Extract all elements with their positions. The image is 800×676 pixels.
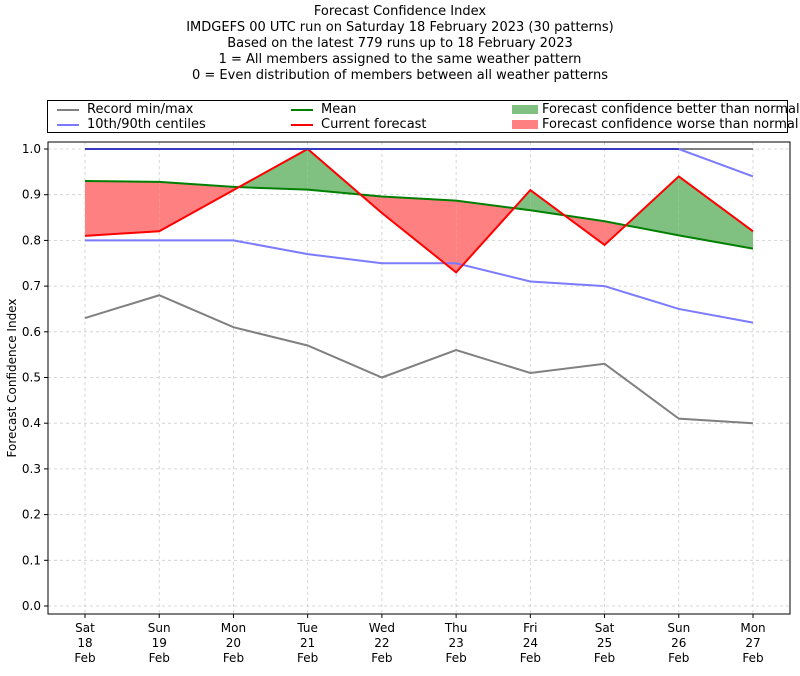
x-tick-label: 21 (300, 636, 315, 650)
x-tick-label: Feb (742, 651, 763, 665)
y-tick-label: 1.0 (22, 142, 41, 156)
chart-subtitle-one-meaning: 1 = All members assigned to the same wea… (218, 52, 582, 67)
fill-worse-than-normal (85, 180, 160, 236)
x-tick-label: 23 (448, 636, 463, 650)
chart-subtitle-zero-meaning: 0 = Even distribution of members between… (191, 68, 609, 83)
y-axis-ticks: 0.0 0.1 0.2 0.3 0.4 0.5 0.6 0.7 0.8 0.9 1.0 (22, 142, 48, 613)
y-axis-label: Forecast Confidence Index (5, 299, 19, 458)
x-tick-label: Feb (668, 651, 689, 665)
legend-label-better: Forecast confidence better than normal (542, 102, 800, 117)
legend-swatch-current (291, 123, 313, 126)
fill-better-than-normal (678, 176, 753, 249)
line-mean (84, 179, 754, 250)
chart-subtitle-run: IMDGEFS 00 UTC run on Saturday 18 Februa… (186, 20, 614, 35)
x-tick-label: 27 (745, 636, 760, 650)
line-10th-centile (85, 239, 754, 324)
x-tick-label: Feb (371, 651, 392, 665)
legend-swatch-record (57, 108, 79, 111)
y-tick-label: 0.0 (22, 599, 41, 613)
legend-swatch-better (512, 105, 538, 114)
y-tick-label: 0.8 (22, 233, 41, 247)
legend-label-current: Current forecast (321, 117, 427, 132)
legend-item-worse: Forecast confidence worse than normal (512, 117, 799, 132)
x-tick-label: Sun (667, 621, 690, 635)
x-tick-label: 25 (597, 636, 612, 650)
legend-label-centiles: 10th/90th centiles (87, 117, 206, 132)
legend-item-better: Forecast confidence better than normal (512, 102, 800, 117)
confidence-fills (85, 149, 753, 273)
legend-label-record: Record min/max (87, 102, 194, 117)
y-tick-label: 0.1 (22, 553, 41, 567)
x-tick-label: Mon (221, 621, 246, 635)
legend-item-current: Current forecast (291, 117, 427, 132)
legend-item-mean: Mean (291, 102, 356, 117)
legend-swatch-mean (291, 108, 313, 111)
x-tick-label: Mon (740, 621, 765, 635)
x-tick-label: Feb (149, 651, 170, 665)
y-tick-label: 0.4 (22, 416, 41, 430)
x-tick-label: Feb (74, 651, 95, 665)
y-tick-label: 0.9 (22, 188, 41, 202)
chart-title-block: Forecast Confidence Index IMDGEFS 00 UTC… (0, 4, 800, 84)
y-tick-label: 0.2 (22, 508, 41, 522)
legend-swatch-worse (512, 120, 538, 129)
x-tick-label: 26 (671, 636, 686, 650)
x-tick-label: 19 (152, 636, 167, 650)
y-tick-label: 0.5 (22, 371, 41, 385)
y-tick-label: 0.7 (22, 279, 41, 293)
x-tick-label: Sat (595, 621, 615, 635)
legend-label-worse: Forecast confidence worse than normal (542, 117, 799, 132)
legend-item-record: Record min/max (57, 102, 193, 117)
x-tick-label: Thu (444, 621, 468, 635)
x-tick-label: Sat (75, 621, 95, 635)
x-tick-label: Wed (369, 621, 395, 635)
legend-item-centiles: 10th/90th centiles (57, 117, 206, 132)
fill-worse-than-normal (159, 181, 234, 232)
legend-label-mean: Mean (321, 102, 357, 117)
x-tick-label: Feb (520, 651, 541, 665)
series-lines (84, 147, 754, 425)
x-tick-label: Feb (445, 651, 466, 665)
x-tick-label: 24 (523, 636, 538, 650)
line-current-forecast (84, 147, 754, 274)
x-axis-ticks: Sat18FebSun19FebMon20FebTue21FebWed22Feb… (74, 614, 766, 665)
fill-worse-than-normal (456, 200, 515, 273)
x-tick-label: 18 (77, 636, 92, 650)
line-90th-centile (85, 148, 754, 178)
x-tick-label: Tue (296, 621, 318, 635)
legend: Record min/max 10th/90th centiles Mean C… (47, 100, 800, 133)
fill-better-than-normal (625, 176, 679, 236)
y-tick-label: 0.6 (22, 325, 41, 339)
y-tick-label: 0.3 (22, 462, 41, 476)
x-tick-label: 22 (374, 636, 389, 650)
line-record-min (84, 294, 754, 425)
grid (48, 142, 790, 614)
x-tick-label: Feb (223, 651, 244, 665)
legend-swatch-centiles (57, 123, 79, 126)
x-tick-label: 20 (226, 636, 241, 650)
chart-subtitle-runs: Based on the latest 779 runs up to 18 Fe… (227, 36, 573, 51)
chart-title: Forecast Confidence Index (313, 4, 487, 19)
x-tick-label: Sun (148, 621, 171, 635)
x-tick-label: Fri (523, 621, 537, 635)
fill-worse-than-normal (381, 196, 457, 273)
x-tick-label: Feb (594, 651, 615, 665)
x-tick-label: Feb (297, 651, 318, 665)
